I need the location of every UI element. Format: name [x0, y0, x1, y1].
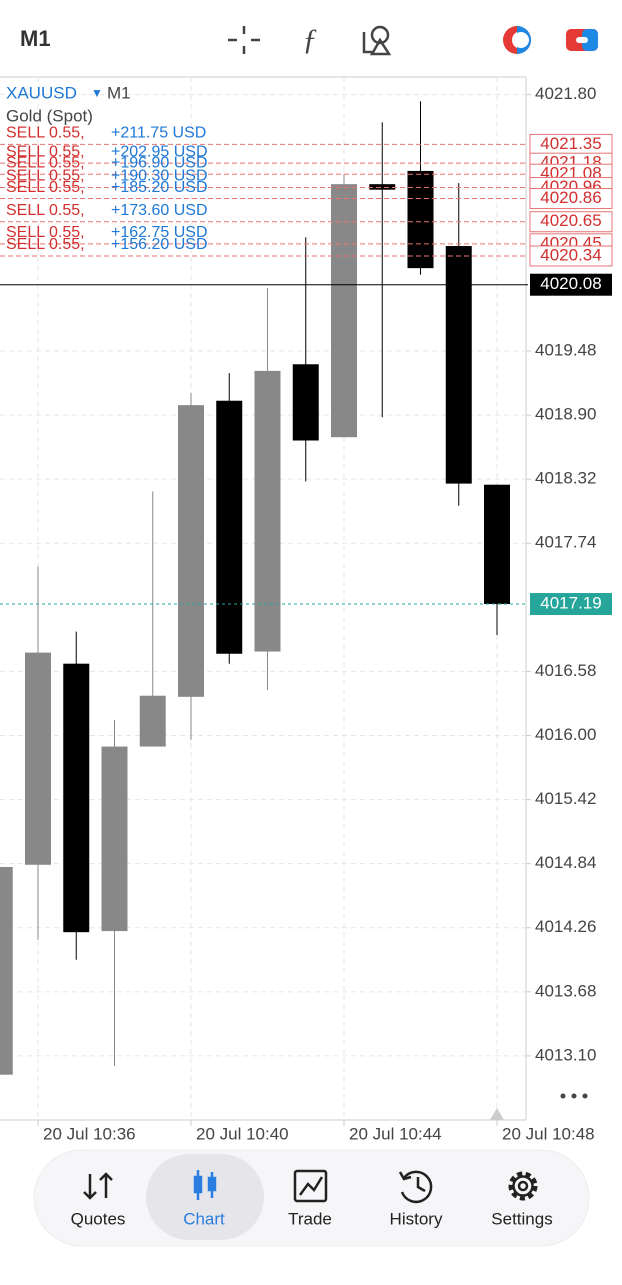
chart-timeframe: M1: [107, 83, 131, 102]
chart-icon: [193, 1170, 217, 1200]
position-profit: +185.20 USD: [111, 179, 208, 196]
x-tick-label: 20 Jul 10:40: [196, 1124, 289, 1143]
candle-body: [254, 370, 281, 652]
y-tick-label: 4018.32: [535, 469, 596, 488]
candle-body: [0, 866, 13, 1075]
candle-body: [331, 184, 357, 438]
candle-body: [139, 695, 166, 747]
symbol-description: Gold (Spot): [6, 106, 93, 125]
account-icon[interactable]: [503, 26, 531, 54]
candle-body: [369, 184, 396, 190]
y-tick-label: 4014.26: [535, 917, 596, 936]
nav-bar: [33, 1149, 590, 1247]
x-tick-label: 20 Jul 10:48: [502, 1124, 595, 1143]
candle-body: [101, 746, 128, 932]
position-side: SELL 0.55,: [6, 168, 85, 185]
price-label: 4017.19: [540, 594, 601, 613]
x-tick-label: 20 Jul 10:36: [43, 1124, 136, 1143]
position-price-label: 4020.86: [540, 188, 601, 207]
y-tick-label: 4018.90: [535, 405, 596, 424]
position-side: SELL 0.55,: [6, 125, 85, 142]
candle-body: [63, 663, 90, 933]
candle-body: [484, 484, 510, 605]
symbol-dropdown-icon[interactable]: ▼: [91, 86, 103, 100]
symbol: XAUUSD: [6, 83, 77, 102]
price-tag: [530, 593, 612, 616]
y-tick-label: 4014.84: [535, 853, 596, 872]
position-profit: +211.75 USD: [111, 125, 206, 142]
settings-icon: [508, 1171, 538, 1201]
trade-nav-icon: [293, 1169, 328, 1203]
y-tick-label: 4013.10: [535, 1045, 596, 1064]
y-tick-label: 4016.00: [535, 725, 596, 744]
position-profit: +173.60 USD: [111, 202, 208, 219]
candle-body: [216, 400, 243, 654]
chart: 4021.80 4019.48 4018.90 4018.32 4017.74 4016.…: [0, 76, 613, 1143]
candle-body: [445, 246, 472, 484]
nav-background: [33, 1149, 590, 1247]
position-price-tag: [529, 188, 613, 210]
position-profit: +156.20 USD: [111, 236, 208, 253]
more-icon[interactable]: [560, 1093, 588, 1099]
position-profit: +162.75 USD: [111, 224, 208, 241]
position-side: SELL 0.55,: [6, 143, 85, 160]
y-tick-label: 4016.58: [535, 661, 596, 680]
price-label: 4020.08: [540, 274, 601, 293]
position-side: SELL 0.55,: [6, 179, 85, 196]
position-profit: +196.90 USD: [111, 154, 208, 171]
nav-item-label[interactable]: Quotes: [71, 1209, 126, 1228]
crosshair-icon[interactable]: [228, 26, 260, 54]
position-price-label: 4020.65: [540, 211, 601, 230]
y-tick-label: 4013.68: [535, 981, 596, 1000]
position-side: SELL 0.55,: [6, 224, 85, 241]
candle-body: [292, 364, 319, 441]
candle-body: [25, 652, 51, 865]
x-tick-label: 20 Jul 10:44: [349, 1124, 442, 1143]
position-side: SELL 0.55,: [6, 202, 85, 219]
y-tick-label: 4021.80: [535, 84, 596, 103]
y-tick-label: 4017.74: [535, 533, 596, 552]
candle-body: [178, 405, 204, 697]
position-price-tag: [529, 245, 613, 267]
quotes-icon: [83, 1172, 113, 1200]
nav-item-label[interactable]: Chart: [183, 1209, 225, 1228]
position-price-tag: [529, 211, 613, 233]
position-profit: +202.95 USD: [111, 143, 208, 160]
position-profit: +190.30 USD: [111, 168, 208, 185]
y-tick-label: 4015.42: [535, 789, 596, 808]
history-icon: [398, 1170, 433, 1204]
timeframe-button[interactable]: M1: [20, 26, 51, 51]
nav-item-label[interactable]: History: [390, 1209, 443, 1228]
y-tick-label: 4019.48: [535, 340, 596, 359]
indicators-icon[interactable]: ƒ: [303, 23, 318, 56]
nav-active-pill: [146, 1154, 264, 1240]
nav-item-label[interactable]: Trade: [288, 1209, 332, 1228]
candle-body: [407, 170, 434, 269]
nav-item-label[interactable]: Settings: [491, 1209, 552, 1228]
position-price-label: 4021.35: [540, 134, 601, 153]
nav-labels: Quotes Chart Trade History Settings: [71, 1209, 553, 1228]
trade-icon[interactable]: [566, 29, 598, 51]
position-price-label: 4020.34: [540, 245, 601, 264]
scroll-marker: [490, 1108, 504, 1120]
position-side: SELL 0.55,: [6, 154, 85, 171]
price-tag: [530, 273, 612, 296]
objects-icon[interactable]: [362, 25, 392, 56]
chart-header: XAUUSD ▼ M1 Gold (Spot): [6, 83, 131, 125]
position-side: SELL 0.55,: [6, 236, 85, 253]
